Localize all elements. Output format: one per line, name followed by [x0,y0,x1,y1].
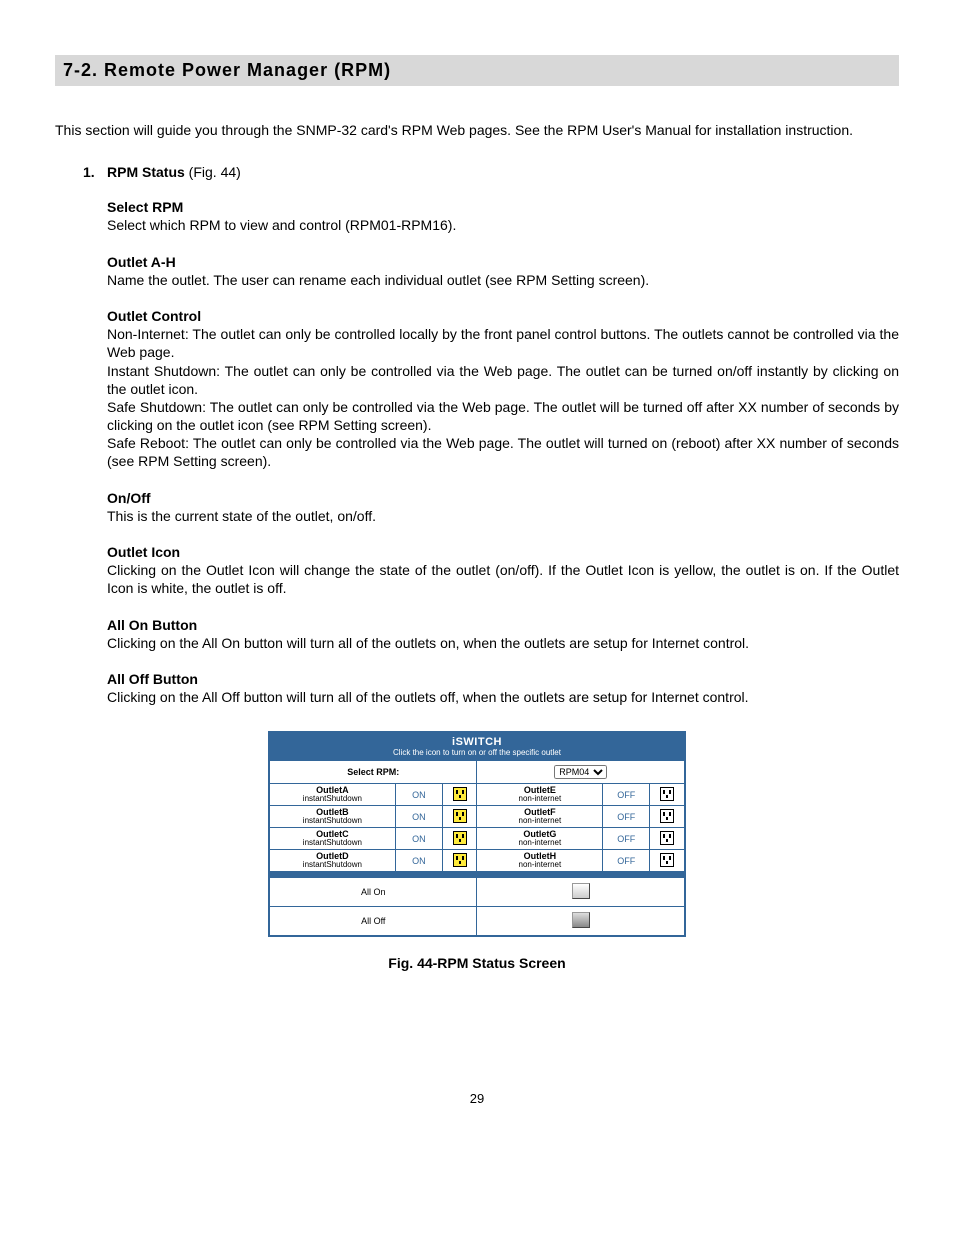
outlet-icon[interactable] [453,853,467,867]
outlet-icon-section: Outlet Icon Clicking on the Outlet Icon … [107,543,899,598]
brand-label: iSWITCH [272,736,682,748]
select-rpm-body: Select which RPM to view and control (RP… [107,216,899,234]
outlet-state: OFF [603,828,650,850]
outlet-icon[interactable] [453,809,467,823]
outlet-state: ON [395,806,442,828]
outlet-icon[interactable] [453,787,467,801]
outlet-state: ON [395,850,442,872]
all-on-label: All On [269,878,477,907]
page-number: 29 [55,1091,899,1106]
outlet-state: OFF [603,806,650,828]
all-on-button[interactable] [572,883,590,899]
section-header: 7-2. Remote Power Manager (RPM) [55,55,899,86]
outlet-mode: non-internet [479,795,600,803]
outlet-state: OFF [603,784,650,806]
outlet-icon-title: Outlet Icon [107,543,899,561]
numbered-item: 1.RPM Status (Fig. 44) [83,164,899,180]
onoff-title: On/Off [107,489,899,507]
all-off-section: All Off Button Clicking on the All Off b… [107,670,899,706]
outlet-mode: instantShutdown [272,795,393,803]
outlet-control-title: Outlet Control [107,307,899,325]
outlet-cell: OutletFnon-internet [477,806,603,828]
all-off-button[interactable] [572,912,590,928]
outlet-mode: instantShutdown [272,861,393,869]
outlet-state: OFF [603,850,650,872]
all-off-title: All Off Button [107,670,899,688]
select-rpm-cell: RPM04 [477,761,685,784]
item-number: 1. [83,164,107,180]
outlet-ah-section: Outlet A-H Name the outlet. The user can… [107,253,899,289]
brand-subtitle: Click the icon to turn on or off the spe… [272,748,682,757]
onoff-section: On/Off This is the current state of the … [107,489,899,525]
figure-caption: Fig. 44-RPM Status Screen [55,955,899,971]
select-rpm-section: Select RPM Select which RPM to view and … [107,198,899,234]
outlet-cell: OutletBinstantShutdown [269,806,395,828]
all-off-button-cell [477,907,685,937]
all-off-body: Clicking on the All Off button will turn… [107,688,899,706]
select-rpm-dropdown[interactable]: RPM04 [554,765,607,779]
outlet-mode: instantShutdown [272,839,393,847]
all-on-button-cell [477,878,685,907]
select-rpm-label: Select RPM: [269,761,477,784]
onoff-body: This is the current state of the outlet,… [107,507,899,525]
outlet-icon[interactable] [660,853,674,867]
outlet-control-section: Outlet Control Non-Internet: The outlet … [107,307,899,471]
all-off-label: All Off [269,907,477,937]
outlet-cell: OutletGnon-internet [477,828,603,850]
outlet-ah-title: Outlet A-H [107,253,899,271]
item-title: RPM Status [107,164,185,180]
outlet-cell: OutletDinstantShutdown [269,850,395,872]
outlet-state: ON [395,784,442,806]
outlet-icon[interactable] [660,787,674,801]
iswitch-table: iSWITCH Click the icon to turn on or off… [268,731,686,937]
outlet-mode: non-internet [479,817,600,825]
outlet-ah-body: Name the outlet. The user can rename eac… [107,271,899,289]
outlet-icon[interactable] [453,831,467,845]
outlet-mode: non-internet [479,839,600,847]
all-on-title: All On Button [107,616,899,634]
all-on-body: Clicking on the All On button will turn … [107,634,899,652]
outlet-icon-body: Clicking on the Outlet Icon will change … [107,561,899,597]
all-on-section: All On Button Clicking on the All On but… [107,616,899,652]
select-rpm-title: Select RPM [107,198,899,216]
outlet-cell: OutletHnon-internet [477,850,603,872]
item-ref: (Fig. 44) [185,164,241,180]
outlet-control-body: Non-Internet: The outlet can only be con… [107,325,899,471]
outlet-icon[interactable] [660,831,674,845]
outlet-mode: instantShutdown [272,817,393,825]
figure-container: iSWITCH Click the icon to turn on or off… [55,731,899,971]
table-header: iSWITCH Click the icon to turn on or off… [269,732,685,761]
outlet-mode: non-internet [479,861,600,869]
outlet-icon[interactable] [660,809,674,823]
outlet-cell: OutletAinstantShutdown [269,784,395,806]
outlet-state: ON [395,828,442,850]
intro-text: This section will guide you through the … [55,121,899,139]
outlet-cell: OutletCinstantShutdown [269,828,395,850]
outlet-cell: OutletEnon-internet [477,784,603,806]
